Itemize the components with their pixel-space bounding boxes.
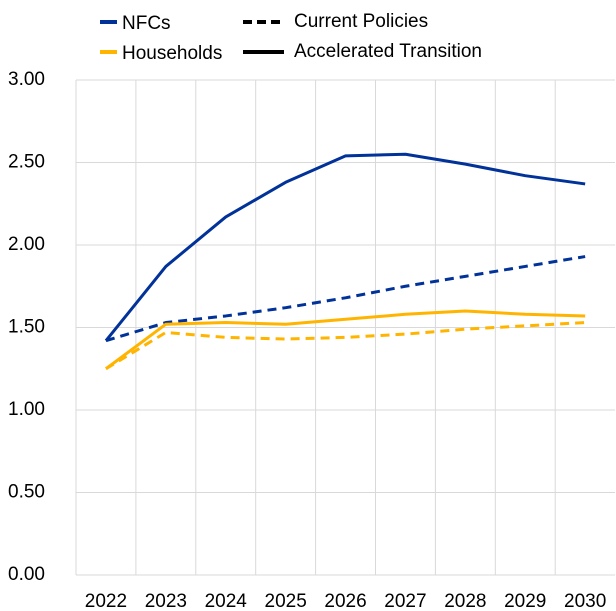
line-series xyxy=(105,321,586,371)
x-tick-label: 2026 xyxy=(324,591,366,611)
y-tick-label: 1.00 xyxy=(8,399,45,420)
x-tick-label: 2024 xyxy=(205,591,248,611)
x-tick-label: 2027 xyxy=(384,591,426,611)
y-tick-label: 0.00 xyxy=(8,564,45,585)
y-tick-label: 2.50 xyxy=(8,152,45,173)
legend-label: Households xyxy=(122,43,222,64)
line-series xyxy=(105,255,586,343)
line-series xyxy=(105,309,586,370)
x-tick-label: 2029 xyxy=(504,591,546,611)
x-tick-label: 2028 xyxy=(444,591,486,611)
x-tick-label: 2023 xyxy=(145,591,187,611)
y-tick-label: 1.50 xyxy=(8,317,45,338)
y-tick-label: 2.00 xyxy=(8,234,45,255)
legend-label: Current Policies xyxy=(294,11,428,32)
x-tick-label: 2030 xyxy=(564,591,606,611)
x-tick-label: 2022 xyxy=(85,591,127,611)
x-tick-label: 2025 xyxy=(265,591,307,611)
legend-label: Accelerated Transition xyxy=(294,41,482,62)
line-series xyxy=(104,152,586,342)
y-tick-label: 3.00 xyxy=(8,69,45,90)
y-tick-label: 0.50 xyxy=(8,482,45,503)
legend-label: NFCs xyxy=(122,13,171,34)
